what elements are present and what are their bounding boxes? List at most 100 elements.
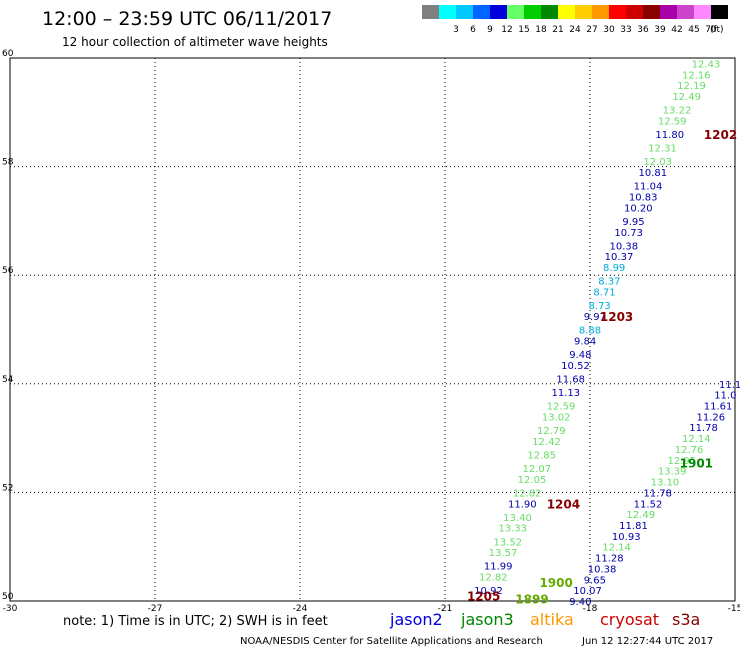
- y-tick-label: 60: [2, 49, 14, 59]
- wave-height-label: 11.78: [689, 423, 718, 434]
- wave-height-label: 12.49: [672, 92, 701, 103]
- wave-height-label: 12.03: [643, 157, 672, 168]
- legend-label: 9: [487, 25, 493, 35]
- wave-height-label: 10.81: [639, 168, 668, 179]
- wave-height-label: 12.59: [658, 116, 687, 127]
- x-tick-label: -30: [3, 604, 18, 614]
- wave-height-label: 12.85: [527, 450, 556, 461]
- y-tick-label: 52: [2, 483, 13, 493]
- wave-height-label: 12.05: [518, 475, 547, 486]
- track-label: 1901: [680, 457, 713, 471]
- wave-height-label: 10.37: [605, 252, 634, 263]
- legend-swatch: [524, 5, 541, 19]
- wave-height-label: 13.33: [498, 524, 527, 535]
- wave-height-label: 10.92: [474, 586, 503, 597]
- wave-height-label: 12.14: [682, 434, 711, 445]
- legend-label: 18: [535, 25, 547, 35]
- y-tick-label: 50: [2, 592, 14, 602]
- wave-height-label: 13.10: [651, 478, 680, 489]
- satellite-altika: altika: [530, 610, 574, 629]
- wave-height-label: 8.88: [579, 326, 601, 337]
- x-tick-labels: -30 -27 -24 -21 -18 -15: [3, 604, 740, 614]
- x-tick-label: -27: [148, 604, 163, 614]
- legend-swatch: [626, 5, 643, 19]
- wave-height-label: 12.49: [626, 510, 655, 521]
- wave-height-label: 9.84: [574, 336, 596, 347]
- legend-label: 15: [518, 25, 529, 35]
- satellite-jason3: jason3: [460, 610, 514, 629]
- x-tick-label: -21: [438, 604, 453, 614]
- legend-label: 45: [688, 25, 699, 35]
- legend-swatch: [507, 5, 524, 19]
- track-label: 1202: [704, 128, 737, 142]
- y-tick-labels: 50 52 54 56 58 60: [2, 49, 14, 602]
- legend-swatch: [439, 5, 456, 19]
- wave-height-label: 11.28: [595, 554, 624, 565]
- wave-height-label: 13.52: [494, 537, 523, 548]
- wave-height-labels: 12.4312.1612.1912.4913.2212.5911.8012.31…: [474, 59, 740, 608]
- chart-subtitle: 12 hour collection of altimeter wave hei…: [62, 35, 328, 49]
- wave-height-label: 12.59: [547, 402, 576, 413]
- legend-label: 21: [552, 25, 563, 35]
- track-label: 1205: [467, 590, 500, 604]
- legend-unit: (ft): [710, 25, 724, 35]
- legend-label: 24: [569, 25, 581, 35]
- legend-label: 36: [637, 25, 649, 35]
- wave-height-label: 11.80: [655, 130, 684, 141]
- legend-swatch: [677, 5, 694, 19]
- wave-height-label: 12.07: [523, 464, 552, 475]
- legend-label: 12: [501, 25, 512, 35]
- legend-swatch: [473, 5, 490, 19]
- wave-height-label: 10.73: [614, 228, 643, 239]
- legend-label: 33: [620, 25, 631, 35]
- wave-height-label: 11.61: [704, 402, 733, 413]
- legend-label: 3: [453, 25, 459, 35]
- plot-frame: [9, 57, 736, 602]
- wave-height-label: 10.83: [629, 192, 658, 203]
- wave-height-label: 13.22: [663, 106, 692, 117]
- legend-swatch: [456, 5, 473, 19]
- legend-swatch: [660, 5, 677, 19]
- wave-height-label: 12.82: [479, 573, 508, 584]
- wave-height-label: 11.1: [719, 380, 740, 391]
- footer-timestamp: Jun 12 12:27:44 UTC 2017: [581, 636, 713, 647]
- footer-credit: NOAA/NESDIS Center for Satellite Applica…: [240, 636, 543, 647]
- satellite-legend: jason2 jason3 altika cryosat s3a: [389, 610, 700, 629]
- color-legend: 3 6 9 12 15 18 21 24 27 30 33 36 39 42 45 70: [422, 5, 728, 35]
- wave-height-label: 8.99: [603, 263, 625, 274]
- legend-swatch: [541, 5, 558, 19]
- chart-title: 12:00 – 23:59 UTC 06/11/2017: [42, 8, 332, 30]
- legend-swatch: [643, 5, 660, 19]
- track-labels: 1202 1203 1204 1205 1901 1900 1899: [467, 128, 737, 606]
- legend-swatch: [711, 5, 728, 19]
- legend-swatch: [422, 5, 439, 19]
- legend-label: 6: [470, 25, 476, 35]
- wave-height-label: 9.97: [584, 312, 606, 323]
- legend-swatch: [694, 5, 711, 19]
- satellite-cryosat: cryosat: [600, 610, 659, 629]
- wave-height-label: 11.78: [643, 488, 672, 499]
- wave-height-label: 13.40: [503, 513, 532, 524]
- wave-height-label: 10.20: [624, 203, 653, 214]
- wave-height-label: 12.76: [675, 445, 704, 456]
- wave-height-label: 12.95: [668, 456, 697, 467]
- legend-swatch: [490, 5, 507, 19]
- wave-height-label: 12.43: [692, 59, 721, 70]
- wave-height-label: 9.65: [584, 575, 606, 586]
- wave-height-label: 13.02: [542, 412, 571, 423]
- wave-height-label: 11.13: [552, 388, 581, 399]
- legend-swatch: [575, 5, 592, 19]
- wave-height-label: 8.37: [598, 277, 620, 288]
- wave-height-label: 8.73: [589, 301, 611, 312]
- wave-height-label: 12.19: [677, 81, 706, 92]
- legend-swatch: [558, 5, 575, 19]
- legend-label: 30: [603, 25, 615, 35]
- x-tick-label: -18: [583, 604, 598, 614]
- y-tick-label: 56: [2, 266, 14, 276]
- wave-height-label: 11.52: [634, 499, 663, 510]
- wave-height-label: 10.38: [588, 564, 617, 575]
- y-tick-label: 54: [2, 375, 14, 385]
- grid-lines: [10, 58, 735, 601]
- wave-height-label: 11.90: [508, 499, 537, 510]
